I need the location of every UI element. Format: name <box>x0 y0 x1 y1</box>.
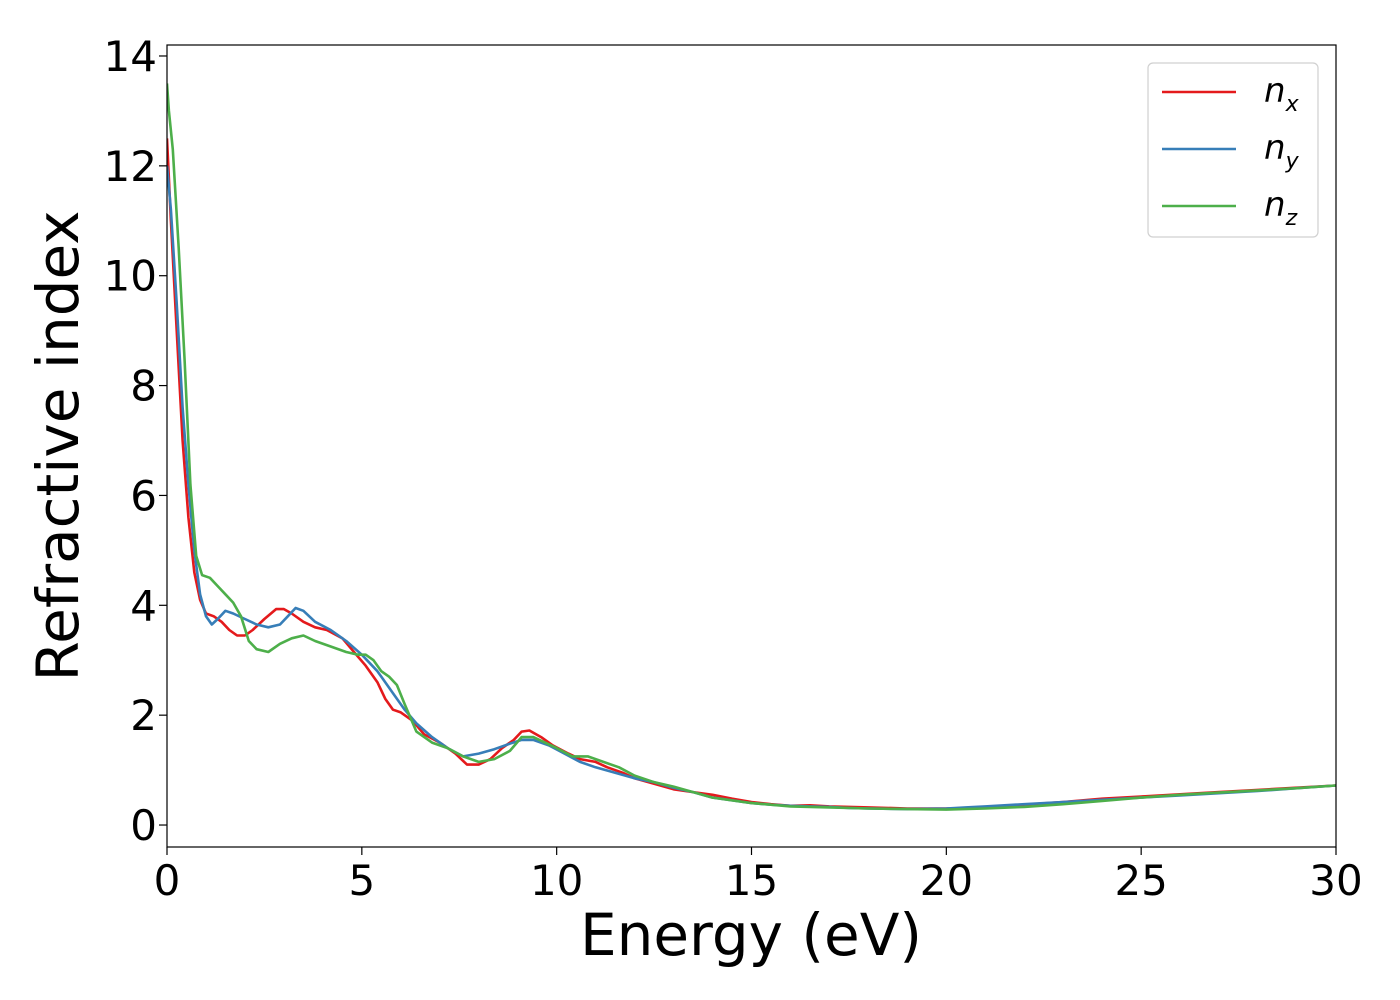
y-axis-ticks: 0 2 4 6 8 10 12 14 <box>104 32 167 850</box>
y-tick-label: 14 <box>104 32 157 81</box>
plot-frame <box>166 44 1337 848</box>
legend-label-base: n <box>1264 71 1286 111</box>
y-tick-label: 8 <box>130 362 157 411</box>
legend-label-subscript: x <box>1285 92 1300 117</box>
legend-label-nx: nx <box>1264 71 1300 117</box>
x-tick-label: 15 <box>725 856 778 905</box>
legend-label-base: n <box>1264 128 1286 168</box>
y-axis-title: Refractive index <box>24 210 92 681</box>
x-tick-label: 20 <box>920 856 973 905</box>
series-lines <box>167 83 1336 811</box>
legend-label-subscript: z <box>1285 206 1298 231</box>
y-tick-label: 10 <box>104 252 157 301</box>
plot-area <box>167 45 1336 847</box>
x-tick-label: 25 <box>1114 856 1167 905</box>
x-axis-title: Energy (eV) <box>580 901 922 969</box>
y-tick-label: 2 <box>130 691 157 740</box>
x-tick-label: 10 <box>530 856 583 905</box>
x-tick-label: 5 <box>348 856 375 905</box>
legend-label-ny: ny <box>1264 128 1300 174</box>
y-tick-label: 12 <box>104 142 157 191</box>
y-tick-label: 0 <box>130 801 157 850</box>
y-tick-label: 4 <box>130 581 157 630</box>
legend-label-nz: nz <box>1264 185 1298 231</box>
legend-label-base: n <box>1264 185 1286 225</box>
y-tick-label: 6 <box>130 471 157 520</box>
x-tick-label: 30 <box>1309 856 1362 905</box>
legend-label-subscript: y <box>1285 149 1300 174</box>
x-tick-label: 0 <box>154 856 181 905</box>
series-line-nz <box>167 83 1336 811</box>
x-axis-ticks: 0 5 10 15 20 25 30 <box>154 847 1363 905</box>
